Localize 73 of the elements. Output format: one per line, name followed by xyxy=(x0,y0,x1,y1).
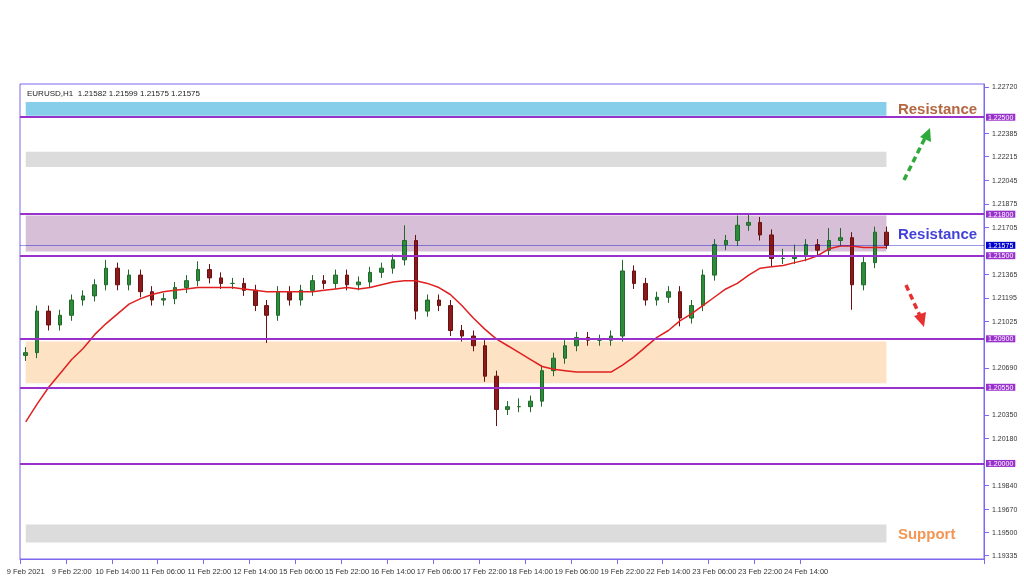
candlestick xyxy=(873,226,877,269)
candlestick xyxy=(437,294,441,312)
candlestick xyxy=(666,285,671,304)
candlestick xyxy=(528,395,533,413)
candlestick xyxy=(322,274,326,290)
candlestick xyxy=(643,277,648,307)
candlestick xyxy=(253,284,258,312)
candlestick xyxy=(517,397,521,413)
candlestick xyxy=(402,224,407,266)
candlestick xyxy=(448,299,453,337)
candlestick xyxy=(620,259,625,343)
candlestick xyxy=(701,269,705,312)
candlestick xyxy=(850,231,854,311)
band-label: Resistance xyxy=(897,100,978,118)
candlestick xyxy=(23,346,28,362)
candlestick xyxy=(264,299,269,344)
band-label: Resistance xyxy=(897,225,978,243)
candlestick xyxy=(35,305,39,359)
candlestick xyxy=(712,238,717,282)
candlestick xyxy=(276,285,280,322)
line-series xyxy=(24,245,888,423)
candlestick xyxy=(815,238,820,257)
candlestick xyxy=(92,278,97,302)
candlestick xyxy=(758,216,762,241)
candlestick xyxy=(724,234,728,251)
candlestick xyxy=(138,269,143,298)
candlestick xyxy=(345,269,349,291)
candlestick xyxy=(838,227,843,247)
band-label: Support xyxy=(897,524,956,542)
candlestick xyxy=(655,291,659,307)
candlestick xyxy=(58,309,62,331)
candlestick xyxy=(540,364,544,408)
candlestick xyxy=(333,269,338,290)
candlestick xyxy=(368,266,372,289)
candlestick xyxy=(460,324,464,343)
candlestick xyxy=(505,400,510,416)
candlestick xyxy=(769,228,774,268)
candlestick xyxy=(69,294,74,322)
candlestick xyxy=(827,227,831,257)
text: EURUSD,H1 1.21582 1.21599 1.21575 1.21575 xyxy=(27,88,201,98)
candlestick xyxy=(115,262,120,291)
candlestick xyxy=(781,248,785,265)
candlestick xyxy=(196,260,200,287)
candlestick xyxy=(173,281,177,305)
candlestick xyxy=(414,234,418,320)
candlestick xyxy=(483,339,487,383)
candlestick xyxy=(884,226,889,250)
candlestick xyxy=(379,262,384,279)
candlestick xyxy=(804,238,808,262)
candlestick xyxy=(127,269,131,291)
candlestick xyxy=(81,289,85,307)
candlestick xyxy=(425,294,430,318)
candlestick xyxy=(494,370,499,427)
candlestick xyxy=(597,334,602,347)
candlestick xyxy=(678,285,682,327)
candlestick xyxy=(746,213,751,232)
candlestick xyxy=(356,275,361,291)
candlestick xyxy=(46,305,51,331)
candlestick xyxy=(563,339,567,365)
candlestick xyxy=(735,215,740,247)
candlestick xyxy=(551,352,556,377)
candlestick xyxy=(310,274,315,297)
candlestick xyxy=(104,259,108,291)
candlestick xyxy=(632,264,636,290)
candlestick xyxy=(161,292,166,307)
candlestick xyxy=(299,284,303,307)
candlestick xyxy=(207,263,212,284)
candlestick xyxy=(861,256,866,291)
candlestick xyxy=(391,253,395,275)
candlestick xyxy=(287,285,292,307)
candlestick xyxy=(219,271,223,290)
candlestick xyxy=(230,277,235,290)
candlestick xyxy=(184,274,189,294)
